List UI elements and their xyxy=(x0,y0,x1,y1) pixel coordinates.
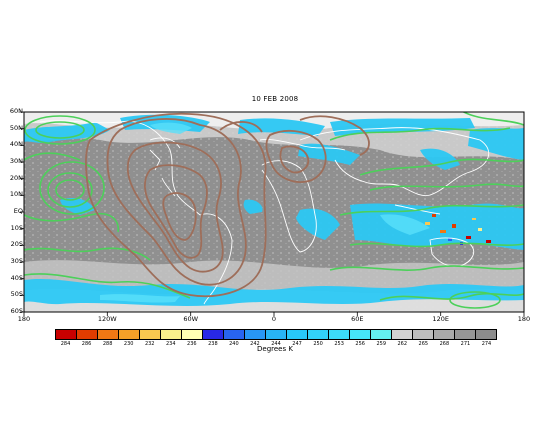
lat-label: 20N xyxy=(9,173,23,182)
colorbar-tick-label: 236 xyxy=(187,341,197,347)
lat-label: 40N xyxy=(9,140,23,149)
colorbar-tick-label: 262 xyxy=(397,341,408,347)
colorbar-swatch xyxy=(455,330,476,339)
lat-label: 40S xyxy=(10,273,23,282)
colorbar-swatch xyxy=(119,330,140,339)
colorbar-tick-label: 284 xyxy=(60,341,71,347)
colorbar-swatch xyxy=(140,330,161,339)
colorbar-swatch xyxy=(98,330,119,339)
colorbar-tick-label: 259 xyxy=(376,341,386,347)
colorbar-label: Degrees K xyxy=(257,345,293,353)
colorbar-tick-label: 232 xyxy=(144,341,155,347)
colorbar-swatch xyxy=(413,330,434,339)
lon-label: 180 xyxy=(517,315,531,323)
lon-label: 120W xyxy=(97,315,117,323)
lon-label: 60W xyxy=(183,315,199,323)
colorbar-swatch xyxy=(392,330,413,339)
map-title: 10 FEB 2008 xyxy=(251,95,299,103)
lat-label: 60N xyxy=(9,107,23,115)
colorbar-tick-label: 238 xyxy=(208,341,218,347)
colorbar-swatch xyxy=(224,330,245,339)
lon-label: 60E xyxy=(351,315,364,323)
lat-label: EQ xyxy=(13,207,23,215)
colorbar-swatch xyxy=(182,330,203,339)
colorbar-swatch xyxy=(266,330,287,339)
lat-label: 10N xyxy=(9,190,23,199)
colorbar-swatch xyxy=(56,330,77,339)
colorbar-swatch xyxy=(371,330,392,339)
colorbar-swatch xyxy=(434,330,455,339)
coastlines xyxy=(39,120,490,305)
lon-label: 0 xyxy=(271,315,277,323)
brown-contours xyxy=(85,112,370,298)
lat-label: 30S xyxy=(10,257,23,265)
lat-label: 10S xyxy=(10,223,23,232)
colorbar-tick-label: 247 xyxy=(292,341,302,347)
axis-ticks xyxy=(20,111,525,316)
colorbar-tick-label: 271 xyxy=(460,341,471,347)
green-contours xyxy=(24,112,524,309)
colorbar xyxy=(55,329,497,340)
colorbar-swatch xyxy=(476,330,496,339)
colorbar-tick-label: 244 xyxy=(271,341,281,347)
colorbar-tick-label: 286 xyxy=(81,341,92,347)
colorbar-tick-label: 253 xyxy=(334,341,344,347)
colorbar-tick-label: 250 xyxy=(313,341,323,347)
lat-label: 20S xyxy=(10,240,23,249)
colorbar-swatch xyxy=(287,330,308,339)
colorbar-tick-label: 230 xyxy=(123,341,134,347)
cloud-patch-npac xyxy=(24,122,110,143)
colorbar-tick-label: 234 xyxy=(165,341,176,347)
colorbar-ticks: 284 286 288 230 232 234 236 238 240 242 244 247 250 2… xyxy=(55,341,497,349)
colorbar-swatch xyxy=(245,330,266,339)
lat-label: 60S xyxy=(10,307,23,315)
colorbar-swatch xyxy=(329,330,350,339)
colorbar-tick-label: 268 xyxy=(439,341,450,347)
colorbar-tick-label: 274 xyxy=(481,341,492,347)
colorbar-tick-label: 240 xyxy=(229,341,239,347)
colorbar-swatch xyxy=(350,330,371,339)
lat-label: 50S xyxy=(10,290,23,299)
lon-label: 120E xyxy=(432,315,449,323)
colorbar-swatch xyxy=(161,330,182,339)
colorbar-swatch xyxy=(77,330,98,339)
lon-label: 180 xyxy=(17,315,31,323)
colorbar-tick-label: 265 xyxy=(418,341,429,347)
colorbar-tick-label: 288 xyxy=(102,341,113,347)
colorbar-tick-label: 242 xyxy=(250,341,260,347)
colorbar-swatch xyxy=(203,330,224,339)
colorbar-swatch xyxy=(308,330,329,339)
lat-label: 30N xyxy=(9,157,23,165)
lat-label: 50N xyxy=(9,123,23,132)
colorbar-tick-label: 256 xyxy=(355,341,365,347)
